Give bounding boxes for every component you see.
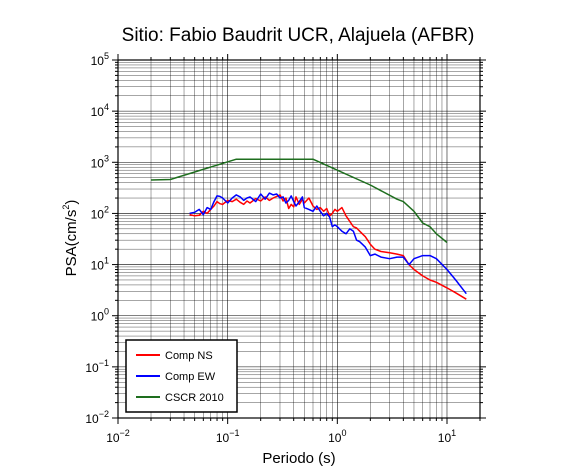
series-line-comp-ns [189, 194, 467, 300]
y-tick-label-exp: −2 [99, 409, 109, 419]
grid [117, 59, 481, 419]
y-tick-label-base: 10 [85, 361, 99, 375]
legend: Comp NS Comp EW CSCR 2010 [125, 339, 238, 413]
y-tick-label: 105 [91, 51, 109, 68]
x-tick-label-exp: −1 [229, 428, 239, 438]
x-tick-label: 101 [438, 428, 456, 445]
y-tick-label-base: 10 [91, 156, 105, 170]
series-line-comp-ew [189, 192, 467, 295]
x-tick-label-base: 10 [328, 431, 342, 445]
x-tick-label-exp: 0 [341, 428, 346, 438]
y-tick-label: 104 [91, 102, 109, 119]
x-tick-label-base: 10 [106, 431, 120, 445]
legend-label-comp-ns: Comp NS [165, 350, 213, 362]
x-tick-label: 10−2 [106, 428, 130, 445]
x-tick-label-exp: 1 [451, 428, 456, 438]
y-tick-label-base: 10 [91, 54, 105, 68]
y-tick-label: 10−1 [85, 358, 109, 375]
y-tick-label-exp: 2 [104, 204, 109, 214]
series-lines [150, 158, 467, 300]
y-tick-label-base: 10 [91, 259, 105, 273]
chart-title: Sitio: Fabio Baudrit UCR, Alajuela (AFBR… [122, 25, 475, 46]
y-axis-label-end: ) [63, 200, 80, 205]
legend-label-comp-ew: Comp EW [165, 371, 216, 383]
y-tick-label: 100 [91, 307, 109, 324]
y-tick-label-base: 10 [85, 412, 99, 426]
y-tick-label-exp: 0 [104, 307, 109, 317]
y-tick-label: 102 [91, 204, 109, 221]
y-tick-label: 103 [91, 153, 109, 170]
y-tick-label-exp: 3 [104, 153, 109, 163]
x-axis-label: Periodo (s) [262, 450, 335, 467]
y-axis-label: PSA(cm/s2) [61, 200, 80, 277]
legend-label-cscr-2010: CSCR 2010 [165, 392, 224, 404]
x-tick-label: 10−1 [216, 428, 240, 445]
y-tick-label: 101 [91, 256, 109, 273]
x-tick-label-base: 10 [216, 431, 230, 445]
y-axis-label-main: PSA(cm/s [63, 210, 80, 277]
y-tick-label-base: 10 [91, 310, 105, 324]
x-tick-label: 100 [328, 428, 346, 445]
x-tick-label-exp: −2 [120, 428, 130, 438]
series-line-cscr-2010 [150, 158, 448, 244]
y-tick-label-exp: 5 [104, 51, 109, 61]
y-axis-label-sup: 2 [61, 205, 71, 210]
y-tick-label-base: 10 [91, 105, 105, 119]
y-tick-label-exp: −1 [99, 358, 109, 368]
y-tick-label-base: 10 [91, 207, 105, 221]
y-tick-label-exp: 4 [104, 102, 109, 112]
y-tick-label: 10−2 [85, 409, 109, 426]
plot-frame [117, 59, 481, 419]
x-tick-label-base: 10 [438, 431, 452, 445]
y-tick-label-exp: 1 [104, 256, 109, 266]
